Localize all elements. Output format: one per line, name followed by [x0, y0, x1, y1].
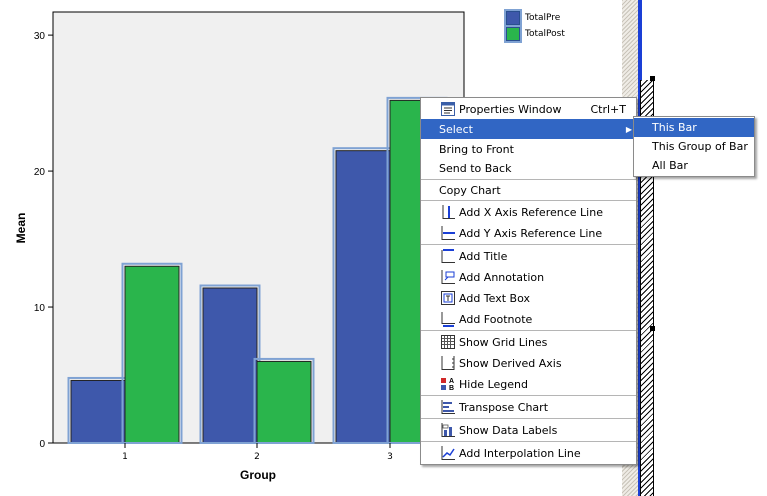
chart-legend[interactable]: TotalPre TotalPost [502, 8, 572, 44]
menu-item-label: Show Data Labels [459, 423, 558, 437]
select-submenu: This Bar This Group of Bar All Bar [633, 116, 755, 177]
bar-outline [253, 357, 315, 444]
menu-item-add-annotation[interactable]: Add Annotation [421, 267, 636, 287]
x-axis-title: Group [240, 468, 276, 482]
submenu-item-all-bar[interactable]: All Bar [634, 156, 754, 175]
y-axis-reference-line-icon [440, 225, 456, 241]
menu-item-add-text-box[interactable]: Add Text Box [421, 288, 636, 308]
interpolation-line-icon [440, 445, 456, 461]
menu-separator [421, 418, 636, 419]
y-tick-label: 20 [34, 167, 46, 178]
frame-resize-strip[interactable] [640, 80, 654, 496]
bar-totalpre-group-1[interactable] [70, 379, 126, 444]
submenu-arrow-icon: ▶ [625, 124, 632, 134]
menu-separator [421, 200, 636, 201]
submenu-item-label: All Bar [652, 159, 688, 172]
resize-handle-top[interactable] [650, 76, 655, 81]
menu-item-add-footnote[interactable]: Add Footnote [421, 309, 636, 329]
svg-text:A: A [449, 378, 454, 385]
menu-item-copy-chart[interactable]: Copy Chart [421, 180, 636, 200]
footnote-icon [440, 311, 456, 327]
menu-item-label: Send to Back [439, 161, 512, 175]
menu-item-label: Bring to Front [439, 142, 514, 156]
menu-separator [421, 179, 636, 180]
submenu-item-label: This Bar [652, 121, 697, 134]
submenu-item-this-group-of-bar[interactable]: This Group of Bar [634, 137, 754, 156]
data-labels-icon [440, 422, 456, 438]
menu-item-show-data-labels[interactable]: Show Data Labels [421, 420, 636, 440]
menu-separator [421, 395, 636, 396]
y-tick-label: 0 [39, 439, 45, 450]
legend-swatch-totalpre [506, 11, 520, 25]
menu-item-shortcut: Ctrl+T [590, 102, 626, 116]
svg-text:B: B [449, 385, 454, 392]
submenu-item-this-bar[interactable]: This Bar [634, 118, 754, 137]
menu-item-show-grid-lines[interactable]: Show Grid Lines [421, 332, 636, 352]
menu-separator [421, 330, 636, 331]
legend-item-totalpost[interactable]: TotalPost [502, 26, 565, 42]
menu-item-properties-window[interactable]: Properties Window Ctrl+T [421, 99, 636, 119]
resize-handle-middle[interactable] [650, 326, 655, 331]
legend-label-totalpre: TotalPre [525, 13, 561, 23]
bar-totalpost-group-1[interactable] [124, 265, 180, 444]
menu-item-label: Show Derived Axis [459, 356, 562, 370]
bar-outline [121, 262, 183, 444]
menu-item-label: Add X Axis Reference Line [459, 205, 603, 219]
x-tick-label: 1 [122, 452, 128, 462]
bar-totalpre-group-3[interactable] [335, 150, 391, 444]
menu-item-add-x-axis-reference-line[interactable]: Add X Axis Reference Line [421, 202, 636, 222]
menu-item-label: Add Annotation [459, 270, 545, 284]
submenu-item-label: This Group of Bar [652, 140, 748, 153]
legend-swatch-totalpost [506, 27, 520, 41]
menu-item-add-y-axis-reference-line[interactable]: Add Y Axis Reference Line [421, 223, 636, 243]
menu-item-select[interactable]: Select ▶ [421, 119, 636, 139]
properties-window-icon [440, 101, 456, 117]
menu-separator [421, 244, 636, 245]
menu-item-add-interpolation-line[interactable]: Add Interpolation Line [421, 443, 636, 463]
legend-label-totalpost: TotalPost [525, 29, 565, 39]
menu-item-label: Add Y Axis Reference Line [459, 226, 603, 240]
title-icon [440, 248, 456, 264]
transpose-chart-icon [440, 399, 456, 415]
bar-totalpre-group-2[interactable] [202, 287, 258, 444]
derived-axis-icon [440, 355, 456, 371]
menu-separator [421, 441, 636, 442]
y-axis-title: Mean [14, 213, 28, 244]
menu-item-label: Show Grid Lines [459, 335, 548, 349]
y-tick-label: 30 [34, 31, 46, 42]
menu-item-label: Transpose Chart [459, 400, 549, 414]
menu-item-label: Select [439, 122, 473, 136]
bar-totalpost-group-2[interactable] [256, 360, 312, 444]
menu-item-label: Copy Chart [439, 183, 501, 197]
menu-item-label: Hide Legend [459, 377, 528, 391]
menu-item-label: Add Text Box [459, 291, 530, 305]
menu-item-send-to-back[interactable]: Send to Back [421, 158, 636, 178]
x-tick-label: 3 [387, 452, 393, 462]
menu-item-add-title[interactable]: Add Title [421, 246, 636, 266]
text-box-icon [440, 290, 456, 306]
annotation-icon [440, 269, 456, 285]
grid-lines-icon [440, 334, 456, 350]
menu-item-transpose-chart[interactable]: Transpose Chart [421, 397, 636, 417]
menu-item-label: Add Interpolation Line [459, 446, 581, 460]
x-tick-label: 2 [254, 452, 260, 462]
legend-item-totalpre[interactable]: TotalPre [502, 10, 560, 26]
menu-item-show-derived-axis[interactable]: Show Derived Axis [421, 353, 636, 373]
menu-item-label: Add Title [459, 249, 508, 263]
menu-item-label: Add Footnote [459, 312, 533, 326]
menu-item-bring-to-front[interactable]: Bring to Front [421, 139, 636, 159]
context-menu: Properties Window Ctrl+T Select ▶ Bring … [420, 97, 637, 465]
y-tick-label: 10 [34, 303, 46, 314]
menu-item-label: Properties Window [459, 102, 562, 116]
x-axis-reference-line-icon [440, 204, 456, 220]
